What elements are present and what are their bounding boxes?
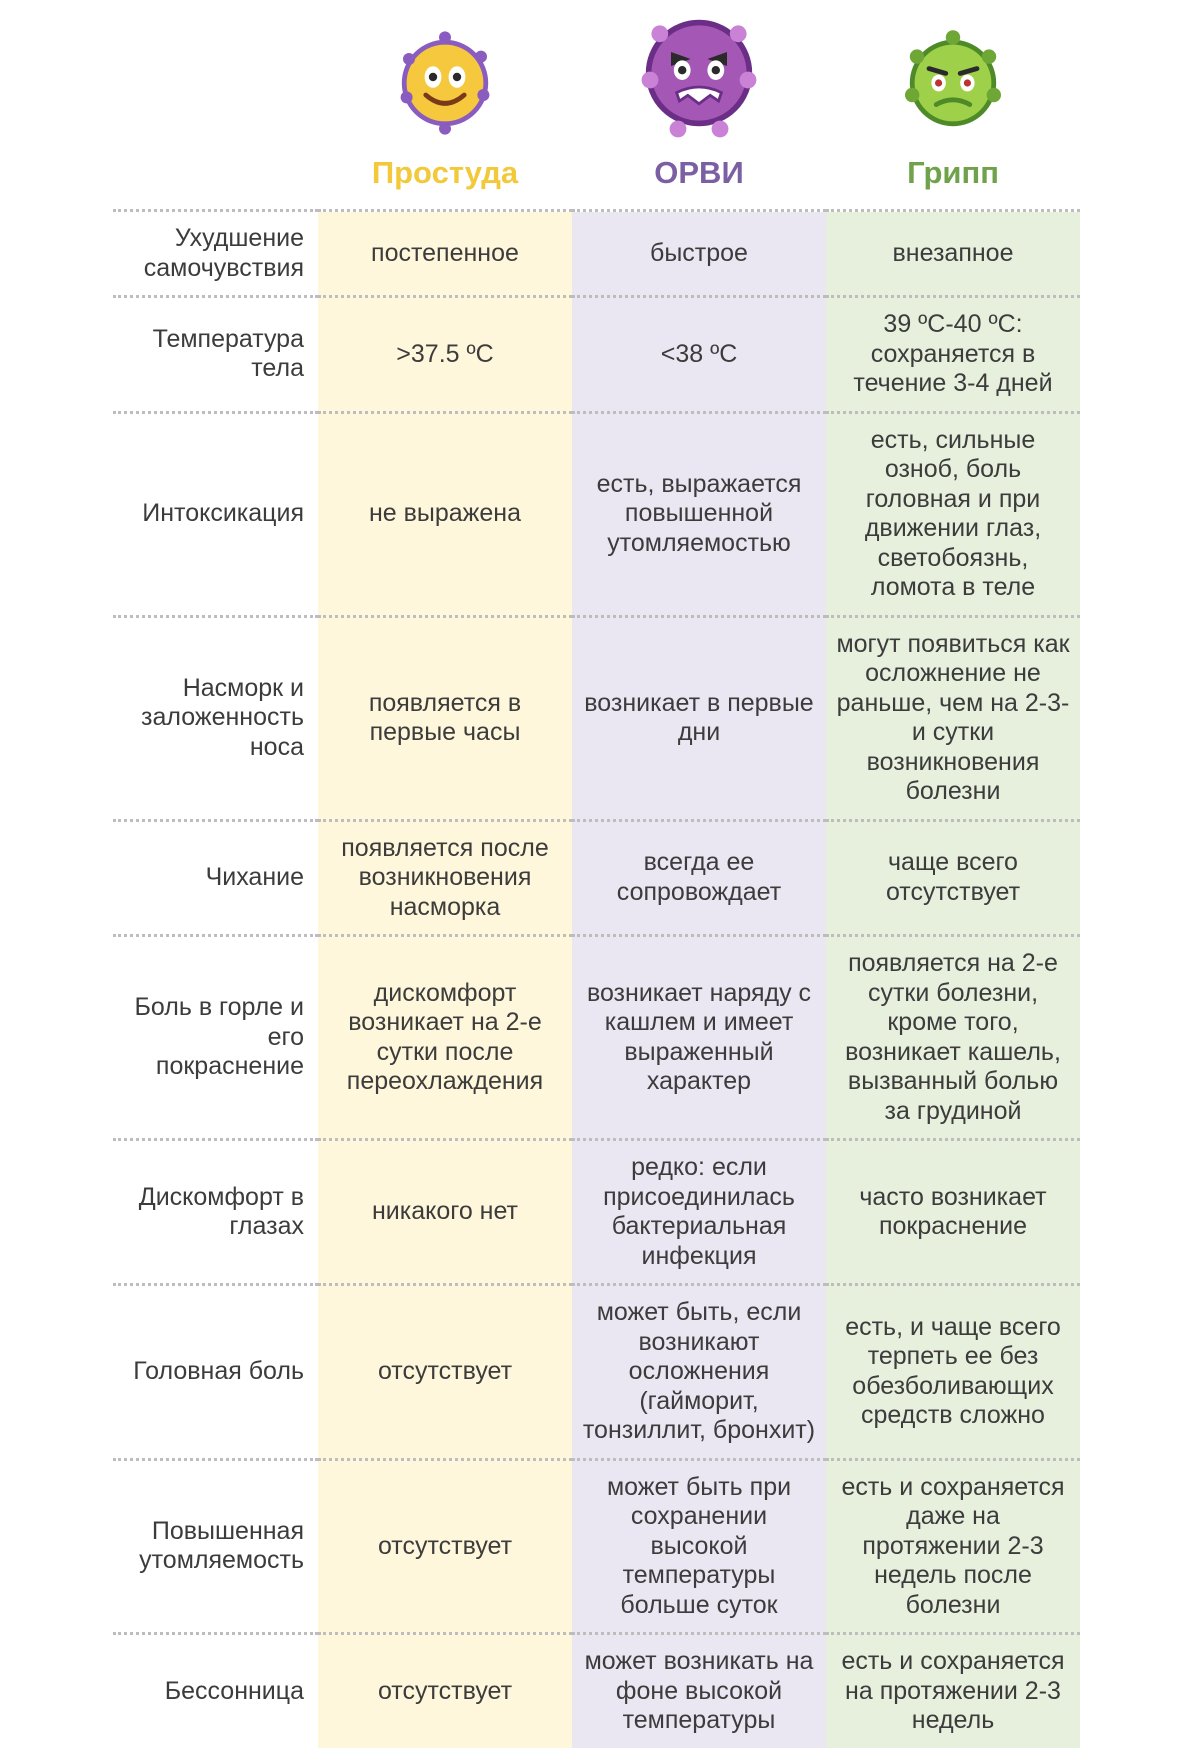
icon-cold: [318, 0, 572, 145]
row-label: Боль в горле и его покраснение: [113, 937, 318, 1141]
row-label: Чихание: [113, 822, 318, 938]
row-label: Интоксикация: [113, 414, 318, 618]
icon-flu: [826, 0, 1080, 145]
cell-orvi: редко: если присоединилась бактериальная…: [572, 1141, 826, 1286]
row-label: Температура тела: [113, 298, 318, 414]
cell-cold: постепенное: [318, 212, 572, 298]
cell-flu: могут появиться как осложнение не раньше…: [826, 618, 1080, 822]
header-flu: Грипп: [826, 145, 1080, 212]
row-label: Повышенная утомляемость: [113, 1461, 318, 1636]
cell-orvi: возникает наряду с кашлем и имеет выраже…: [572, 937, 826, 1141]
cell-flu: есть и сохраняется на протяжении 2-3 нед…: [826, 1635, 1080, 1748]
header-spacer-2: [113, 145, 318, 212]
cell-orvi: возникает в первые дни: [572, 618, 826, 822]
cell-cold: появляется после возникновения насморка: [318, 822, 572, 938]
cell-cold: отсутствует: [318, 1286, 572, 1461]
row-label: Ухудшение самочувствия: [113, 212, 318, 298]
cell-flu: чаще всего отсутствует: [826, 822, 1080, 938]
row-label: Насморк и заложенность носа: [113, 618, 318, 822]
header-cold: Простуда: [318, 145, 572, 212]
comparison-table: Простуда ОРВИ Грипп Ухудшение самочувств…: [113, 0, 1080, 1748]
cell-flu: есть, сильные озноб, боль головная и при…: [826, 414, 1080, 618]
cell-cold: не выражена: [318, 414, 572, 618]
cell-orvi: <38 ºС: [572, 298, 826, 414]
cell-flu: есть и сохраняется даже на протяжении 2-…: [826, 1461, 1080, 1636]
cell-orvi: может быть при сохранении высокой темпер…: [572, 1461, 826, 1636]
cell-cold: отсутствует: [318, 1461, 572, 1636]
icon-orvi: [572, 0, 826, 145]
header-orvi: ОРВИ: [572, 145, 826, 212]
cell-cold: отсутствует: [318, 1635, 572, 1748]
virus-flu-icon: [893, 23, 1013, 143]
cell-flu: 39 ºС-40 ºС: сохраняется в течение 3-4 д…: [826, 298, 1080, 414]
header-spacer: [113, 0, 318, 145]
cell-orvi: может быть, если возникают осложнения (г…: [572, 1286, 826, 1461]
virus-orvi-icon: [629, 3, 769, 143]
cell-orvi: всегда ее сопровождает: [572, 822, 826, 938]
row-label: Дискомфорт в глазах: [113, 1141, 318, 1286]
cell-orvi: быстрое: [572, 212, 826, 298]
row-label: Бессонница: [113, 1635, 318, 1748]
cell-cold: никакого нет: [318, 1141, 572, 1286]
cell-cold: появляется в первые часы: [318, 618, 572, 822]
cell-flu: внезапное: [826, 212, 1080, 298]
cell-cold: >37.5 ºС: [318, 298, 572, 414]
cell-flu: появляется на 2-е сутки болезни, кроме т…: [826, 937, 1080, 1141]
cell-orvi: есть, выражается повышенной утомляемость…: [572, 414, 826, 618]
cell-flu: часто возникает покраснение: [826, 1141, 1080, 1286]
cell-cold: дискомфорт возникает на 2-е сутки после …: [318, 937, 572, 1141]
cell-flu: есть, и чаще всего терпеть ее без обезбо…: [826, 1286, 1080, 1461]
row-label: Головная боль: [113, 1286, 318, 1461]
cell-orvi: может возникать на фоне высокой температ…: [572, 1635, 826, 1748]
virus-cold-icon: [385, 23, 505, 143]
